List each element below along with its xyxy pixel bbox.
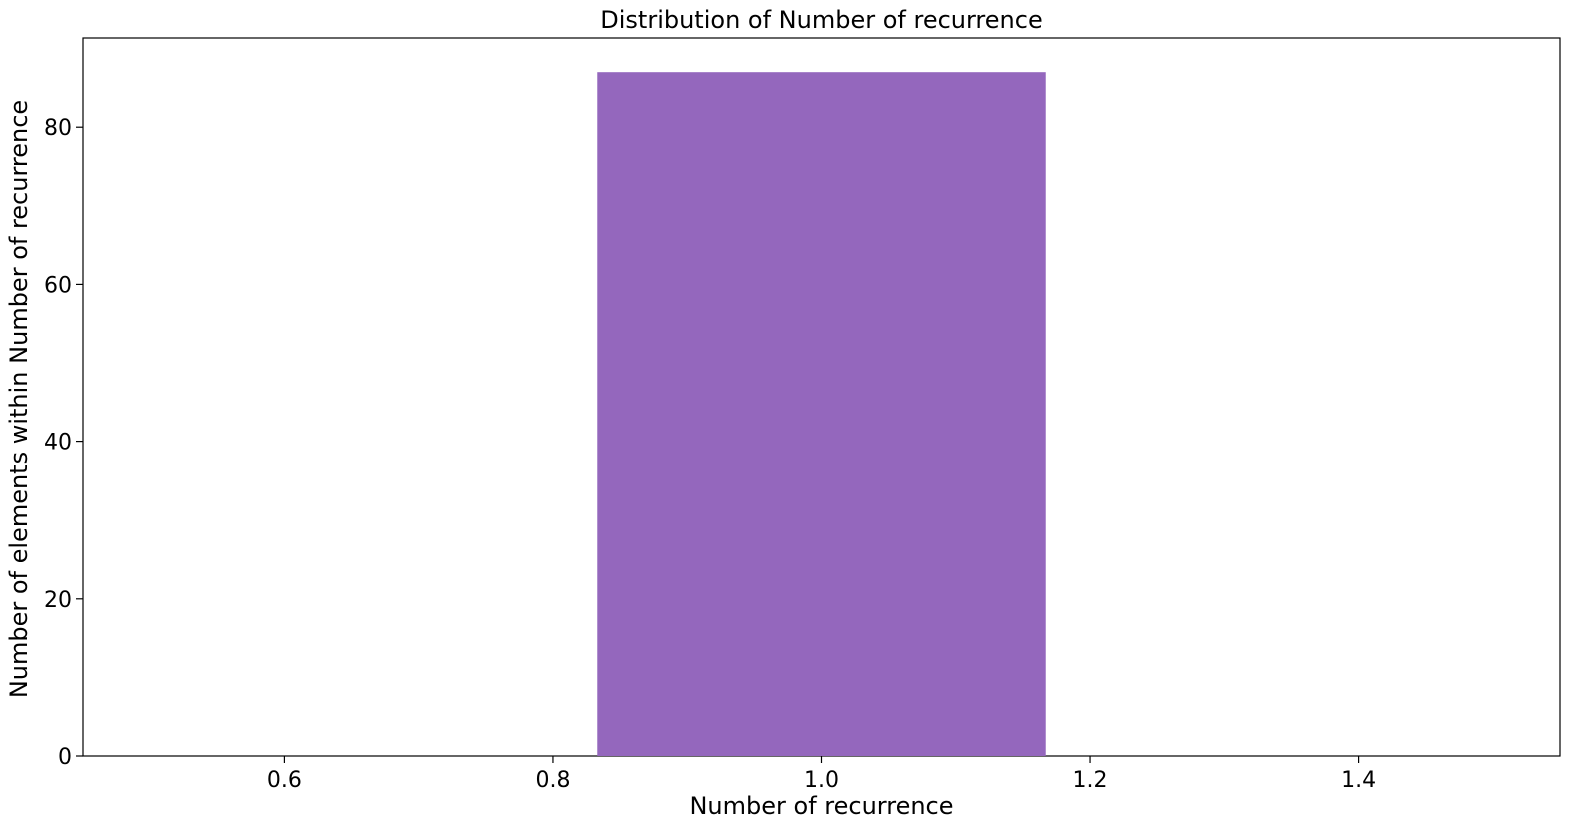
x-axis-label: Number of recurrence bbox=[689, 792, 953, 820]
x-tick-label: 1.0 bbox=[804, 768, 839, 793]
chart-title: Distribution of Number of recurrence bbox=[600, 6, 1042, 34]
y-tick-label: 20 bbox=[44, 588, 72, 613]
y-tick-label: 80 bbox=[44, 116, 72, 141]
x-tick-label: 0.8 bbox=[535, 768, 570, 793]
bars-layer bbox=[597, 72, 1046, 756]
y-axis-label: Number of elements within Number of recu… bbox=[5, 100, 33, 698]
y-tick-label: 40 bbox=[44, 431, 72, 456]
y-axis-ticks: 0 20 40 60 80 bbox=[44, 116, 83, 770]
histogram-bar bbox=[597, 72, 1046, 756]
x-tick-label: 1.2 bbox=[1073, 768, 1108, 793]
x-tick-label: 0.6 bbox=[267, 768, 302, 793]
x-tick-label: 1.4 bbox=[1341, 768, 1376, 793]
y-tick-label: 0 bbox=[58, 745, 72, 770]
x-axis-ticks: 0.6 0.8 1.0 1.2 1.4 bbox=[267, 756, 1376, 793]
y-tick-label: 60 bbox=[44, 273, 72, 298]
